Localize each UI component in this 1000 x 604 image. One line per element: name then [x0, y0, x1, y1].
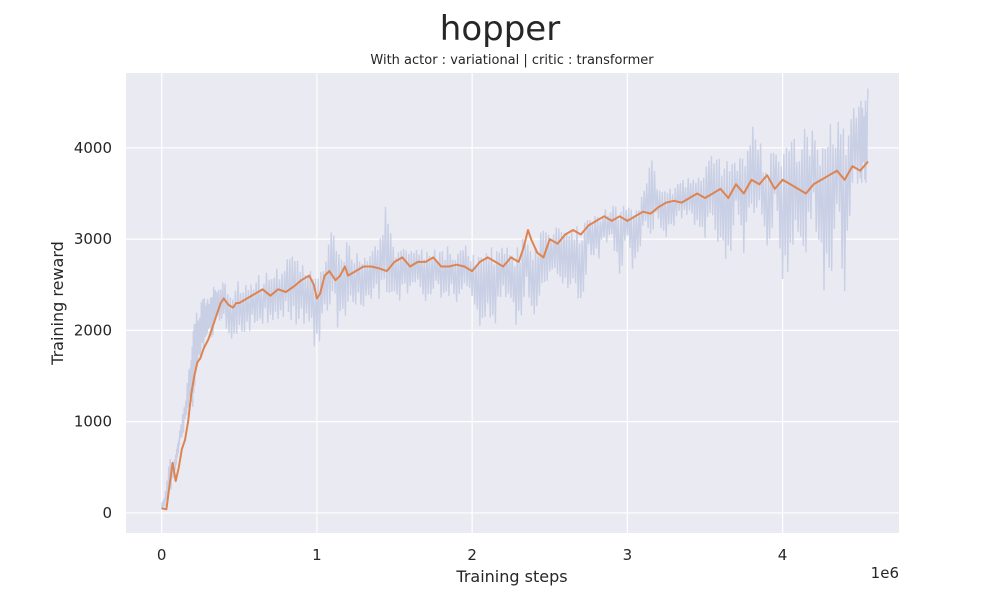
y-tick-label: 2000	[74, 321, 112, 339]
x-tick-label: 1	[312, 546, 322, 564]
y-tick-label: 4000	[74, 139, 112, 157]
smoothed-reward-line	[161, 160, 869, 511]
x-tick-label: 4	[778, 546, 788, 564]
tick-labels: 0 1 2 3 4 0 1000 2000 3000 4000	[74, 139, 788, 564]
data-series	[161, 88, 869, 511]
y-axis-label: Training reward	[48, 241, 67, 366]
x-axis-label: Training steps	[455, 567, 567, 586]
grid-lines	[126, 73, 899, 533]
x-axis-offset-label: 1e6	[871, 564, 899, 582]
chart-subtitle: With actor : variational | critic : tran…	[370, 53, 654, 68]
chart-title: hopper	[440, 9, 560, 49]
x-tick-label: 2	[467, 546, 477, 564]
x-tick-label: 3	[623, 546, 633, 564]
y-tick-label: 1000	[74, 413, 112, 431]
raw-reward-line	[161, 88, 869, 510]
y-tick-label: 0	[102, 504, 112, 522]
y-tick-label: 3000	[74, 230, 112, 248]
x-tick-label: 0	[157, 546, 167, 564]
